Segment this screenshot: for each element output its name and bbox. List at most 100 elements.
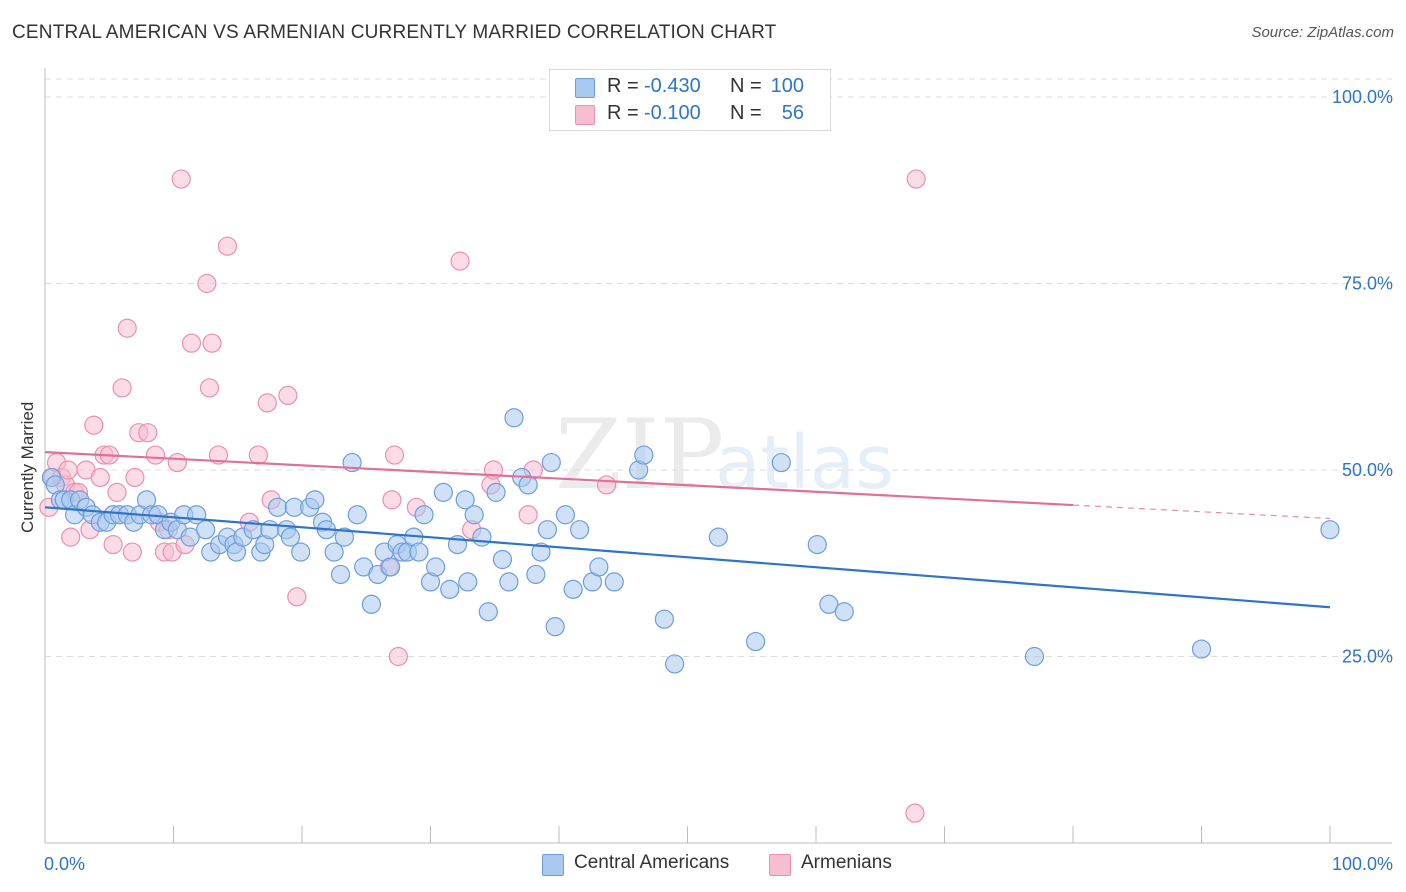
central-american-point: [569, 520, 590, 540]
legend-label-central-americans: Central Americans: [574, 852, 730, 873]
armenian-point: [382, 490, 402, 510]
y-tick-label: 25.0%: [1342, 647, 1393, 667]
correlation-legend: R = -0.430 N = 100 R = -0.100 N = 56: [549, 69, 831, 131]
central-american-point: [531, 542, 551, 562]
armenian-point: [596, 475, 617, 495]
central-american-point: [526, 564, 546, 585]
central-american-point: [180, 527, 200, 547]
central-american-point: [746, 631, 766, 652]
central-american-point: [409, 542, 429, 562]
central-american-point: [541, 452, 561, 473]
central-american-point: [486, 482, 506, 502]
central-american-point: [834, 602, 854, 622]
central-american-point: [433, 482, 453, 502]
watermark-atlas: atlas: [715, 420, 894, 506]
armenian-point: [145, 445, 166, 465]
armenian-point: [287, 587, 307, 607]
central-american-point: [589, 557, 609, 577]
legend-swatch-blue: [542, 854, 564, 876]
central-american-point: [665, 654, 685, 674]
central-american-point: [478, 602, 498, 622]
armenian-point: [208, 445, 229, 465]
chart-title: CENTRAL AMERICAN VS ARMENIAN CURRENTLY M…: [12, 22, 777, 43]
armenian-point: [167, 452, 187, 473]
central-american-point: [1320, 520, 1340, 540]
armenian-point: [58, 460, 78, 480]
legend-r-value: -0.100: [644, 102, 701, 124]
series-central-americans: [41, 408, 1340, 674]
legend-row-central-americans: R = -0.430 N = 100: [550, 74, 830, 100]
central-american-point: [634, 445, 654, 465]
armenian-point: [125, 467, 145, 488]
central-american-point: [819, 594, 839, 614]
trend-lines: [44, 450, 1331, 609]
central-american-point: [518, 475, 538, 495]
central-american-point: [504, 408, 524, 428]
central-american-point: [426, 557, 446, 577]
grid-lines: [45, 78, 1392, 657]
armenian-point: [107, 482, 127, 502]
central-american-point: [771, 452, 791, 473]
trend-line-armenians-extension: [1072, 504, 1331, 520]
central-american-point: [1024, 646, 1045, 667]
legend-swatch-pink: [769, 854, 791, 876]
armenian-point: [384, 445, 405, 465]
legend-r-label: R =: [607, 102, 639, 124]
central-american-point: [305, 490, 325, 510]
armenian-point: [518, 505, 538, 525]
armenian-point: [61, 527, 81, 547]
armenian-point: [171, 169, 191, 189]
x-tick-label: 0.0%: [44, 854, 85, 874]
central-american-point: [291, 542, 311, 562]
y-tick-label: 50.0%: [1342, 460, 1393, 480]
legend-swatch-blue: [575, 78, 595, 98]
armenian-point: [905, 803, 925, 823]
central-american-point: [280, 527, 301, 547]
armenian-point: [84, 415, 104, 435]
central-american-point: [1191, 639, 1212, 659]
central-american-point: [324, 542, 344, 562]
armenian-point: [117, 318, 137, 338]
tick-labels: 25.0% 50.0% 75.0% 100.0% 0.0% 100.0%: [44, 87, 1393, 874]
y-axis-label: Currently Married: [18, 401, 37, 533]
armenian-point: [103, 534, 123, 555]
central-american-point: [492, 549, 513, 570]
central-american-point: [330, 564, 351, 585]
central-american-point: [654, 609, 674, 629]
central-american-point: [537, 520, 558, 540]
central-american-point: [440, 579, 460, 599]
armenian-point: [906, 169, 926, 189]
trend-line-central-americans: [44, 506, 1331, 609]
central-american-point: [334, 527, 355, 547]
x-tick-label: 100.0%: [1332, 854, 1393, 874]
legend-n-value: 100: [770, 75, 804, 97]
y-tick-label: 75.0%: [1342, 274, 1393, 294]
armenian-point: [90, 467, 110, 488]
armenian-point: [112, 378, 132, 398]
y-tick-label: 100.0%: [1332, 87, 1393, 107]
central-american-point: [361, 594, 381, 614]
central-american-point: [414, 505, 434, 525]
axes: [44, 68, 1392, 844]
central-american-point: [347, 505, 367, 525]
central-american-point: [604, 572, 624, 592]
legend-swatch-pink: [575, 105, 595, 125]
central-american-point: [807, 534, 827, 555]
armenian-point: [199, 378, 220, 398]
central-american-point: [499, 572, 519, 592]
armenian-point: [202, 333, 222, 353]
armenian-point: [450, 251, 470, 271]
central-american-point: [267, 497, 288, 517]
central-american-point: [708, 527, 728, 547]
armenian-point: [248, 445, 268, 465]
source-note: Source: ZipAtlas.com: [1251, 24, 1394, 41]
central-american-point: [381, 557, 401, 577]
legend-row-armenians: R = -0.100 N = 56: [550, 101, 830, 127]
legend-label-armenians: Armenians: [801, 852, 892, 873]
legend-n-label: N =: [730, 102, 762, 124]
legend-r-label: R =: [607, 75, 639, 97]
legend-n-value: 56: [781, 102, 804, 124]
legend-n-label: N =: [730, 75, 762, 97]
central-american-point: [472, 527, 492, 547]
